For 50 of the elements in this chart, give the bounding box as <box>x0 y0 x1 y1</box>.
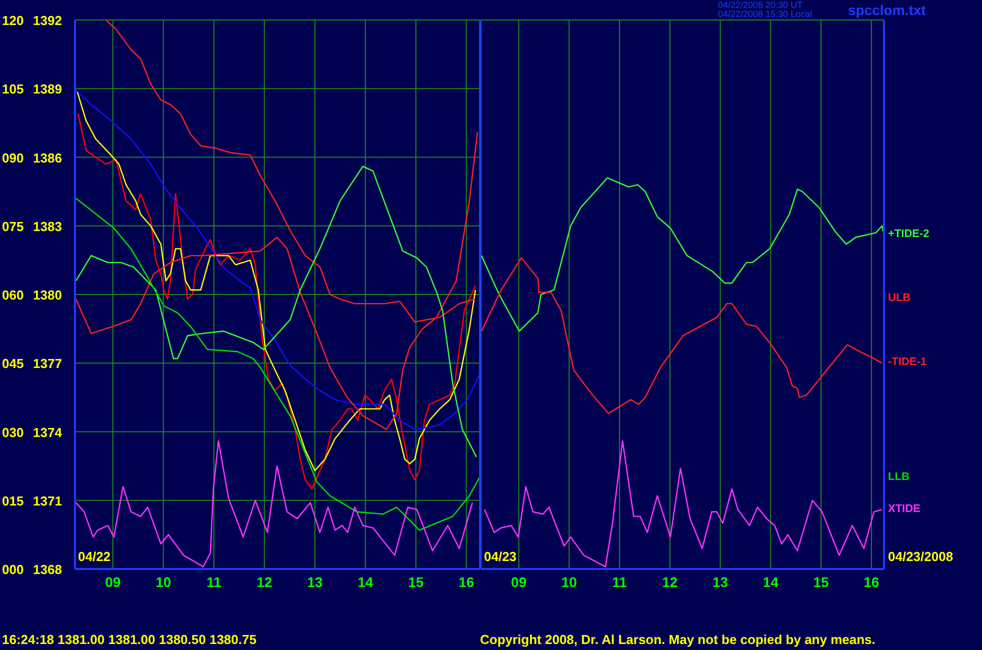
y2-tick-label: 060 <box>2 288 24 302</box>
x-tick-label: 15 <box>813 574 830 590</box>
x-tick-label: 10 <box>156 574 172 590</box>
text: 04/22/2008 15:30 Local <box>718 9 812 19</box>
series-label: +TIDE-2 <box>888 228 930 240</box>
x-tick-label: 10 <box>561 574 578 590</box>
text: 16:24:18 1381.00 1381.00 1380.50 1380.75 <box>2 632 256 647</box>
x-tick-label: 16 <box>864 574 880 590</box>
y2-tick-label: 120 <box>2 13 24 28</box>
x-tick-label: 11 <box>612 574 628 590</box>
x-tick-label: 09 <box>510 574 527 590</box>
y-tick-label: 1380 <box>33 288 62 302</box>
y-tick-label: 1371 <box>33 493 62 508</box>
y2-tick-label: 090 <box>2 150 24 166</box>
y-tick-label: 1392 <box>33 13 62 28</box>
text: ULB <box>888 292 911 304</box>
x-tick-label: 13 <box>712 574 728 590</box>
x-tick-label: 14 <box>762 574 779 590</box>
y-tick-label: 1389 <box>33 82 62 97</box>
y2-tick-label: 075 <box>2 218 24 234</box>
x-tick-label: 15 <box>408 574 424 590</box>
y-tick-label: 1383 <box>33 218 62 234</box>
x-tick-label: 12 <box>256 574 272 590</box>
x-tick-label: 14 <box>358 574 374 590</box>
x-tick-label: 11 <box>206 574 222 590</box>
y2-tick-label: 045 <box>2 356 24 372</box>
series-label: -TIDE-1 <box>888 356 926 368</box>
line-series <box>75 440 474 568</box>
y-tick-label: 1386 <box>33 150 62 166</box>
x-tick-label: 09 <box>105 574 121 590</box>
annotation: 04/22 <box>78 549 111 564</box>
text: 04/22/2008 20:30 UT <box>718 0 803 10</box>
text: Copyright 2008, Dr. Al Larson. May not be copied by any means. <box>480 632 876 647</box>
annotation: 04/23 <box>484 549 517 564</box>
x-tick-label: 13 <box>307 574 323 590</box>
y-tick-label: 1374 <box>33 424 63 440</box>
series-label: XTIDE <box>888 502 920 515</box>
y2-tick-label: 000 <box>2 562 24 577</box>
y2-tick-label: 105 <box>2 82 24 97</box>
text: 04/23/2008 <box>888 549 954 564</box>
y2-tick-label: 030 <box>2 424 24 440</box>
x-tick-label: 16 <box>458 574 474 590</box>
y2-tick-label: 015 <box>2 493 24 508</box>
y-tick-label: 1377 <box>33 356 62 372</box>
text: spcclom.txt <box>848 2 926 18</box>
y-tick-label: 1368 <box>33 562 62 577</box>
text: LLB <box>888 470 910 482</box>
line-series <box>75 166 478 458</box>
line-series <box>75 198 480 531</box>
x-tick-label: 12 <box>662 574 678 590</box>
